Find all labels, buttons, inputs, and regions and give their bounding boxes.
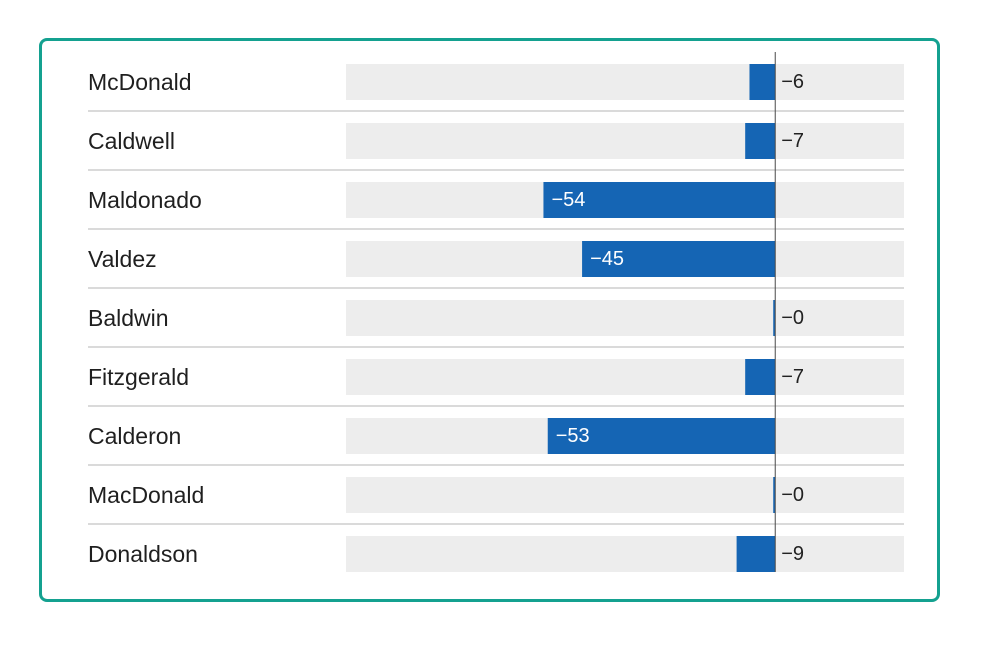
bar-track (346, 359, 904, 395)
category-label: Valdez (88, 246, 157, 272)
bar-track (346, 64, 904, 100)
category-label: Caldwell (88, 128, 175, 154)
bar (745, 359, 776, 395)
bar (582, 241, 776, 277)
bar (773, 477, 776, 513)
data-label: −45 (590, 248, 624, 270)
data-label: −54 (551, 189, 585, 211)
bar (749, 64, 776, 100)
bar-track (346, 536, 904, 572)
category-label: Donaldson (88, 541, 198, 567)
data-label: −7 (781, 130, 804, 152)
category-label: MacDonald (88, 482, 204, 508)
bar-track (346, 300, 904, 336)
category-label: McDonald (88, 69, 192, 95)
bar (547, 418, 776, 454)
data-label: −0 (781, 484, 804, 506)
category-label: Baldwin (88, 305, 169, 331)
data-label: −9 (781, 543, 804, 565)
data-label: −0 (781, 307, 804, 329)
bar (745, 123, 776, 159)
bar (543, 182, 776, 218)
category-label: Calderon (88, 423, 181, 449)
bar-track (346, 477, 904, 513)
category-label: Fitzgerald (88, 364, 189, 390)
bar (736, 536, 776, 572)
data-label: −53 (556, 425, 590, 447)
bar-track (346, 123, 904, 159)
data-label: −7 (781, 366, 804, 388)
category-label: Maldonado (88, 187, 202, 213)
bar (773, 300, 776, 336)
data-label: −6 (781, 71, 804, 93)
